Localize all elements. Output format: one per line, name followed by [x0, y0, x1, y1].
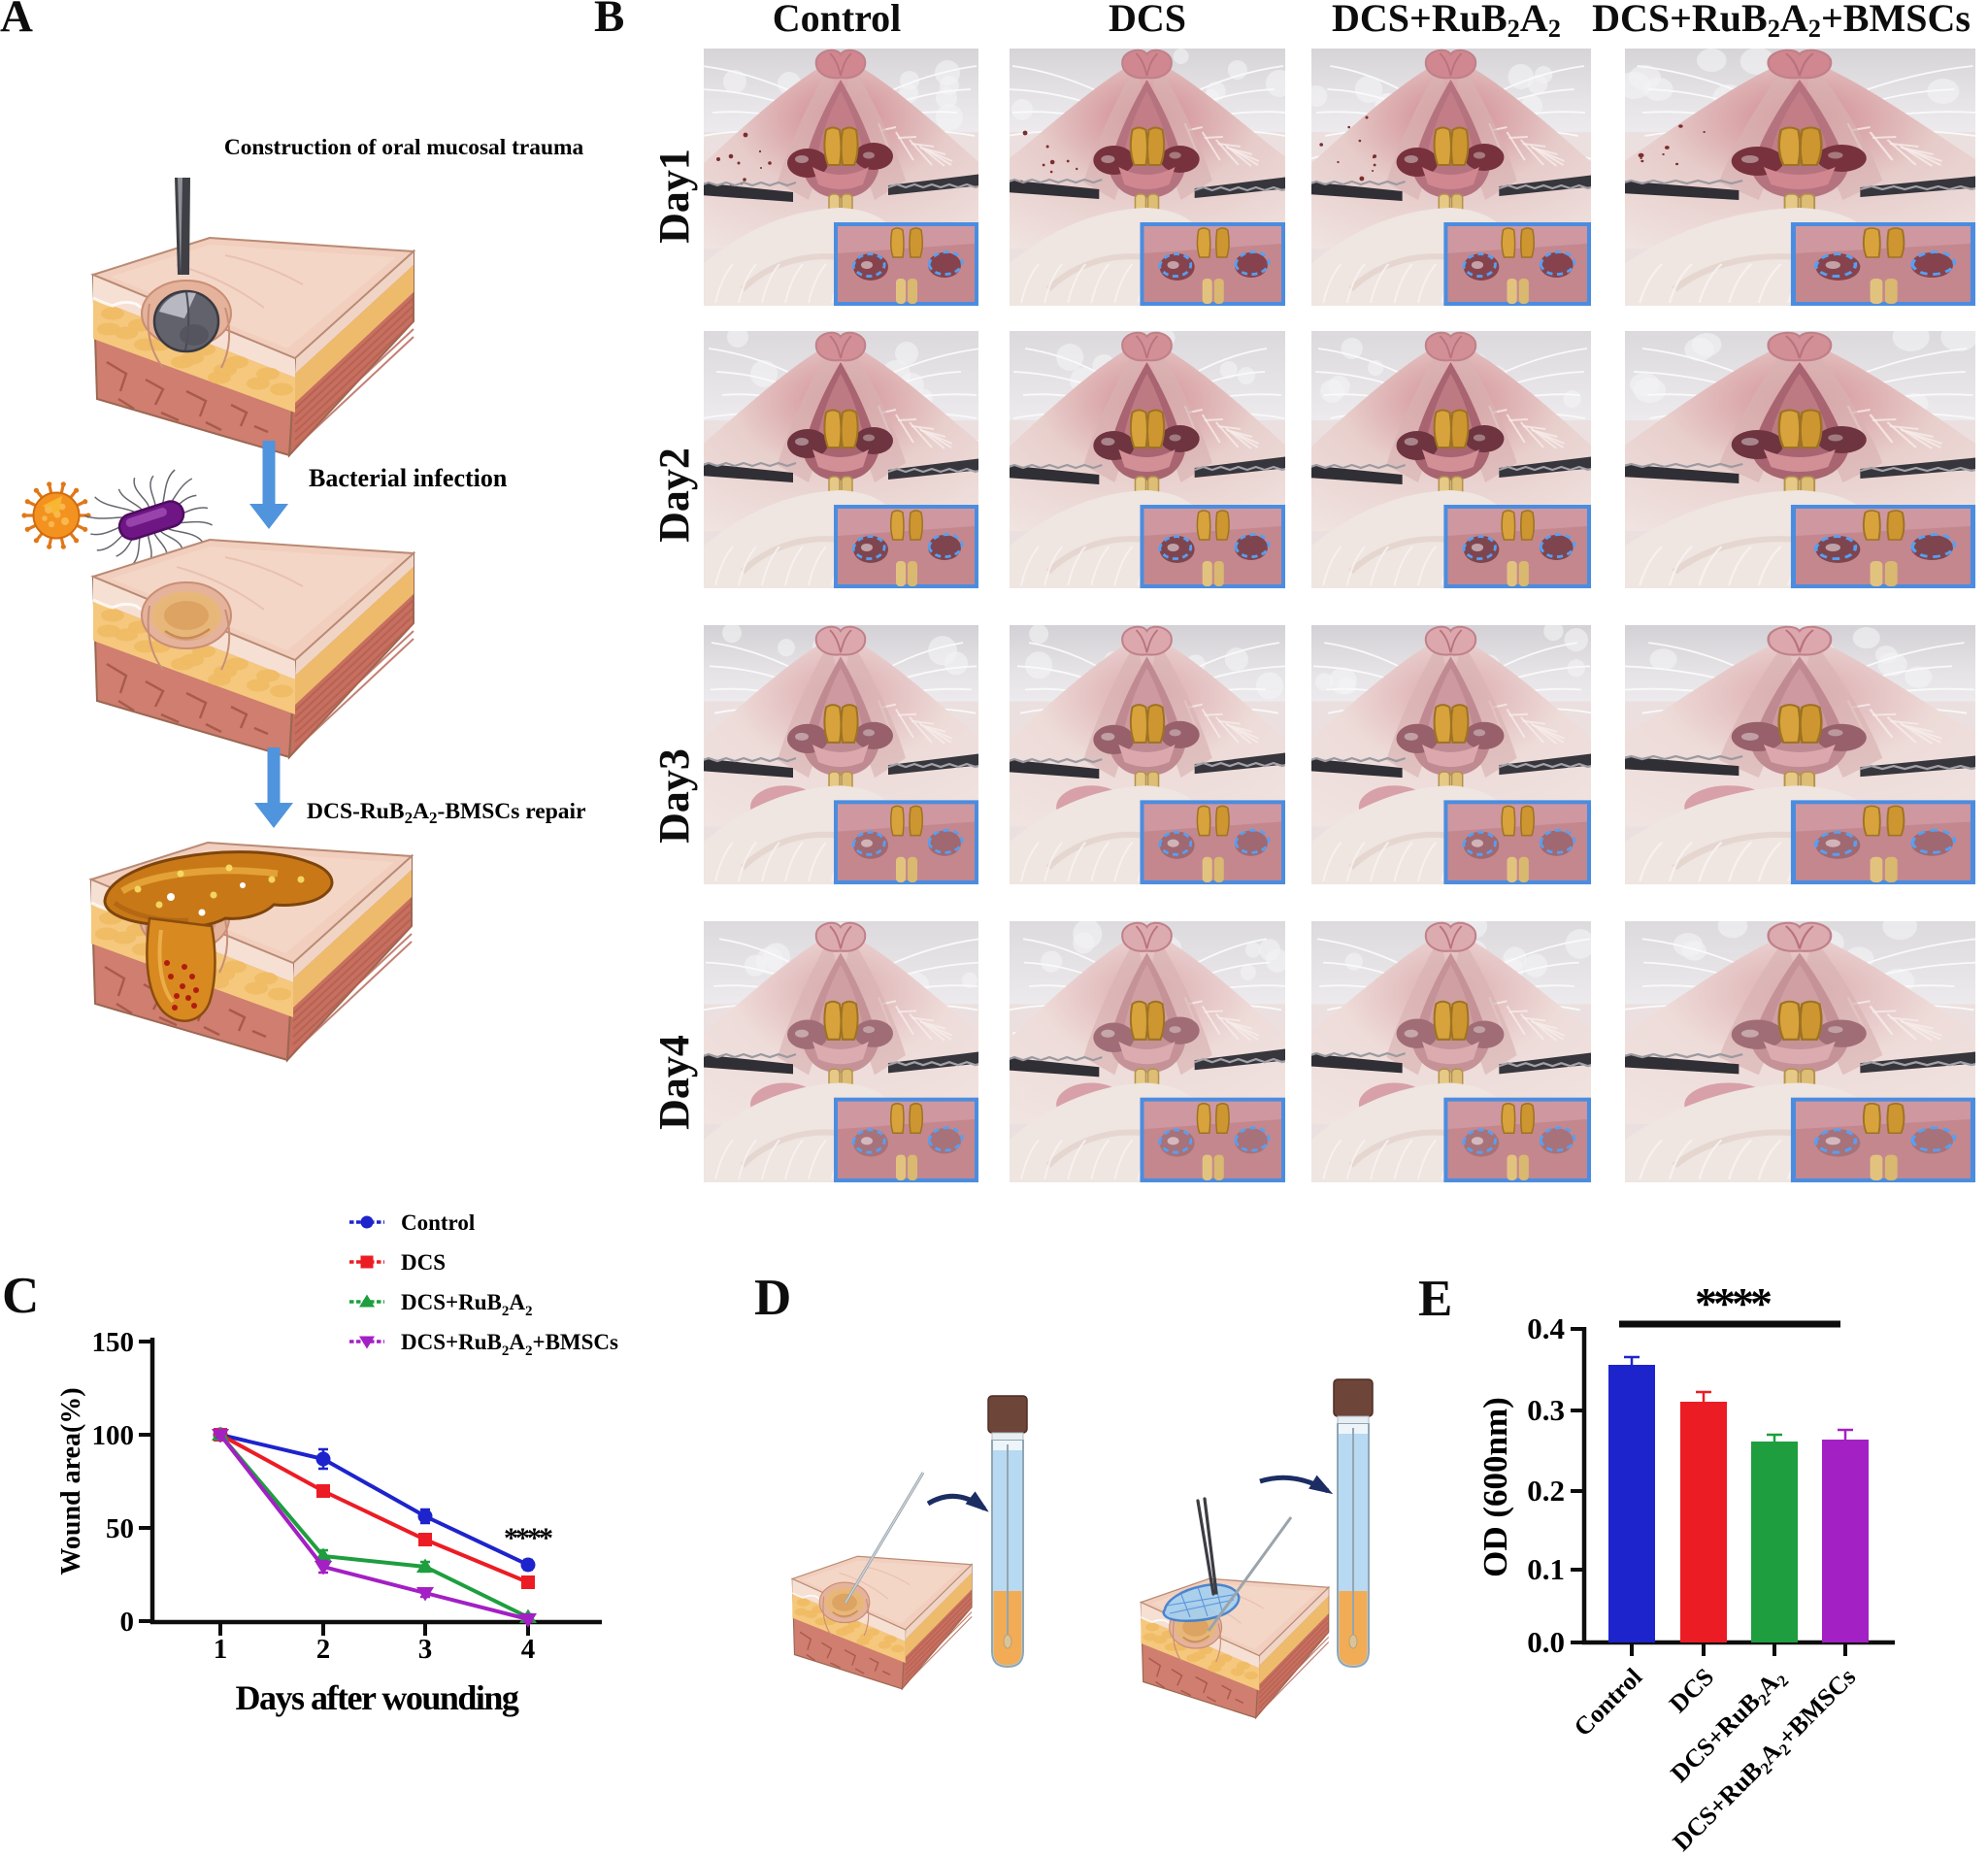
svg-text:1: 1: [214, 1634, 228, 1665]
svg-text:0.2: 0.2: [1527, 1474, 1565, 1508]
svg-text:OD (600nm): OD (600nm): [1476, 1397, 1514, 1577]
svg-text:DCS-RuB2A2-BMSCs repair: DCS-RuB2A2-BMSCs repair: [307, 799, 586, 827]
svg-text:0.4: 0.4: [1527, 1311, 1565, 1345]
svg-text:0.3: 0.3: [1527, 1393, 1565, 1427]
svg-text:50: 50: [106, 1513, 134, 1544]
svg-text:DCS+RuB2A2: DCS+RuB2A2: [401, 1290, 532, 1319]
svg-text:2: 2: [316, 1634, 331, 1665]
svg-text:****: ****: [504, 1522, 552, 1554]
svg-text:3: 3: [418, 1634, 433, 1665]
svg-text:DCS: DCS: [1664, 1663, 1719, 1718]
svg-text:DCS: DCS: [401, 1250, 446, 1275]
svg-text:0.1: 0.1: [1527, 1552, 1565, 1586]
svg-text:0.0: 0.0: [1527, 1625, 1565, 1659]
svg-text:100: 100: [92, 1420, 135, 1451]
svg-text:Control: Control: [401, 1210, 475, 1235]
svg-text:4: 4: [521, 1634, 536, 1665]
svg-text:DCS+RuB2A2+BMSCs: DCS+RuB2A2+BMSCs: [401, 1330, 618, 1359]
svg-text:****: ****: [1695, 1278, 1772, 1328]
svg-text:Wound area(%): Wound area(%): [56, 1387, 86, 1575]
svg-text:Construction of oral mucosal t: Construction of oral mucosal trauma: [224, 135, 584, 160]
svg-text:150: 150: [92, 1327, 135, 1358]
svg-text:0: 0: [120, 1607, 135, 1638]
svg-text:Bacterial infection: Bacterial infection: [309, 464, 508, 492]
svg-text:Days after wounding: Days after wounding: [236, 1678, 519, 1717]
svg-text:Control: Control: [1569, 1663, 1647, 1741]
